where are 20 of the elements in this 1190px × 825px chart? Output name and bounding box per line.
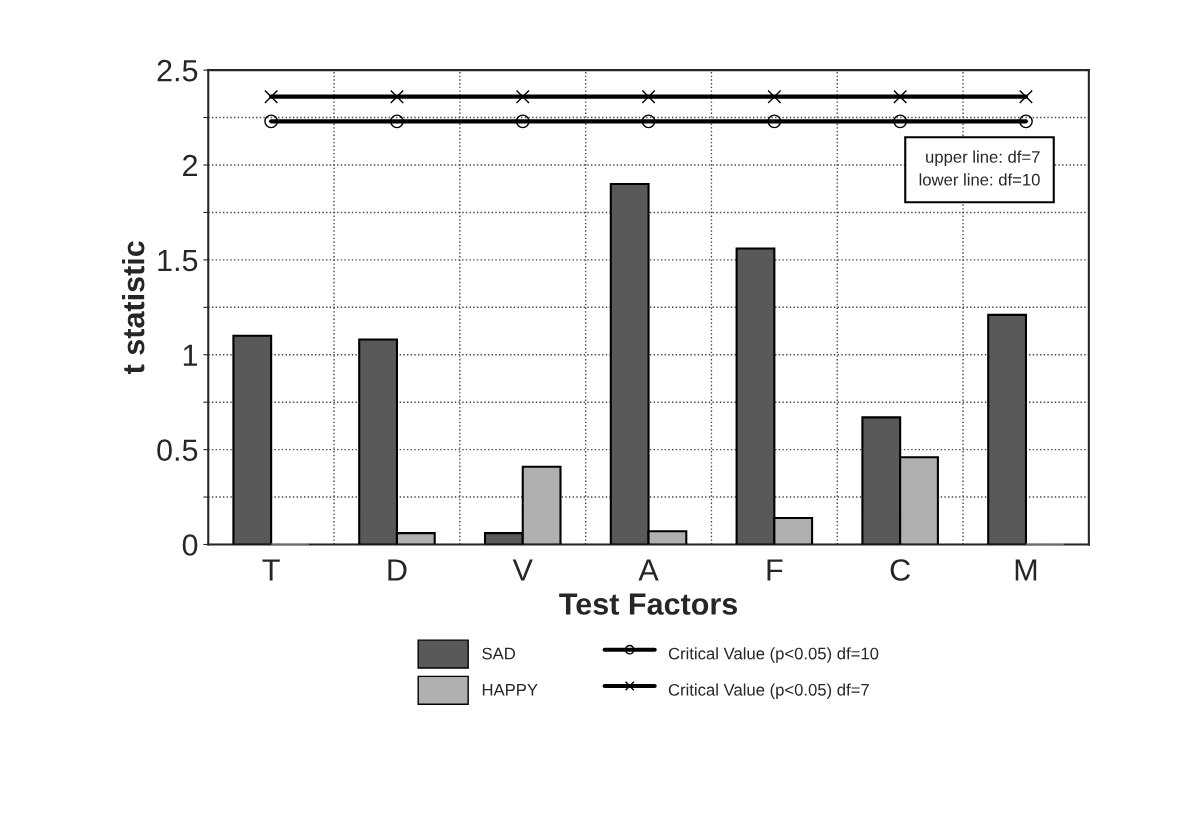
x-axis-title: Test Factors (559, 593, 738, 615)
legend-label: Critical Value (p<0.05) df=10 (668, 647, 879, 663)
y-tick-label: 1 (183, 344, 198, 366)
y-tick-label: 2 (183, 154, 197, 177)
y-tick-label: 0.5 (157, 439, 198, 461)
x-tick-label: A (638, 559, 659, 581)
legend-label: SAD (482, 647, 515, 660)
y-tick-label: 2.5 (157, 59, 198, 82)
x-tick-label: M (1015, 559, 1037, 581)
y-axis-title: t statistic (122, 241, 145, 374)
y-tick-label: 0 (182, 534, 198, 556)
legend-label: HAPPY (482, 684, 538, 696)
x-tick-label: D (388, 559, 407, 581)
x-tick-label: C (890, 559, 911, 581)
x-tick-label: V (512, 559, 533, 581)
x-tick-label: T (262, 559, 280, 581)
y-tick-label: 1.5 (158, 249, 198, 272)
x-tick-label: F (767, 559, 783, 581)
annotation: upper line: df=7 lower line: df=10 (919, 150, 1040, 186)
legend-label: Critical Value (p<0.05) df=7 (668, 683, 869, 700)
